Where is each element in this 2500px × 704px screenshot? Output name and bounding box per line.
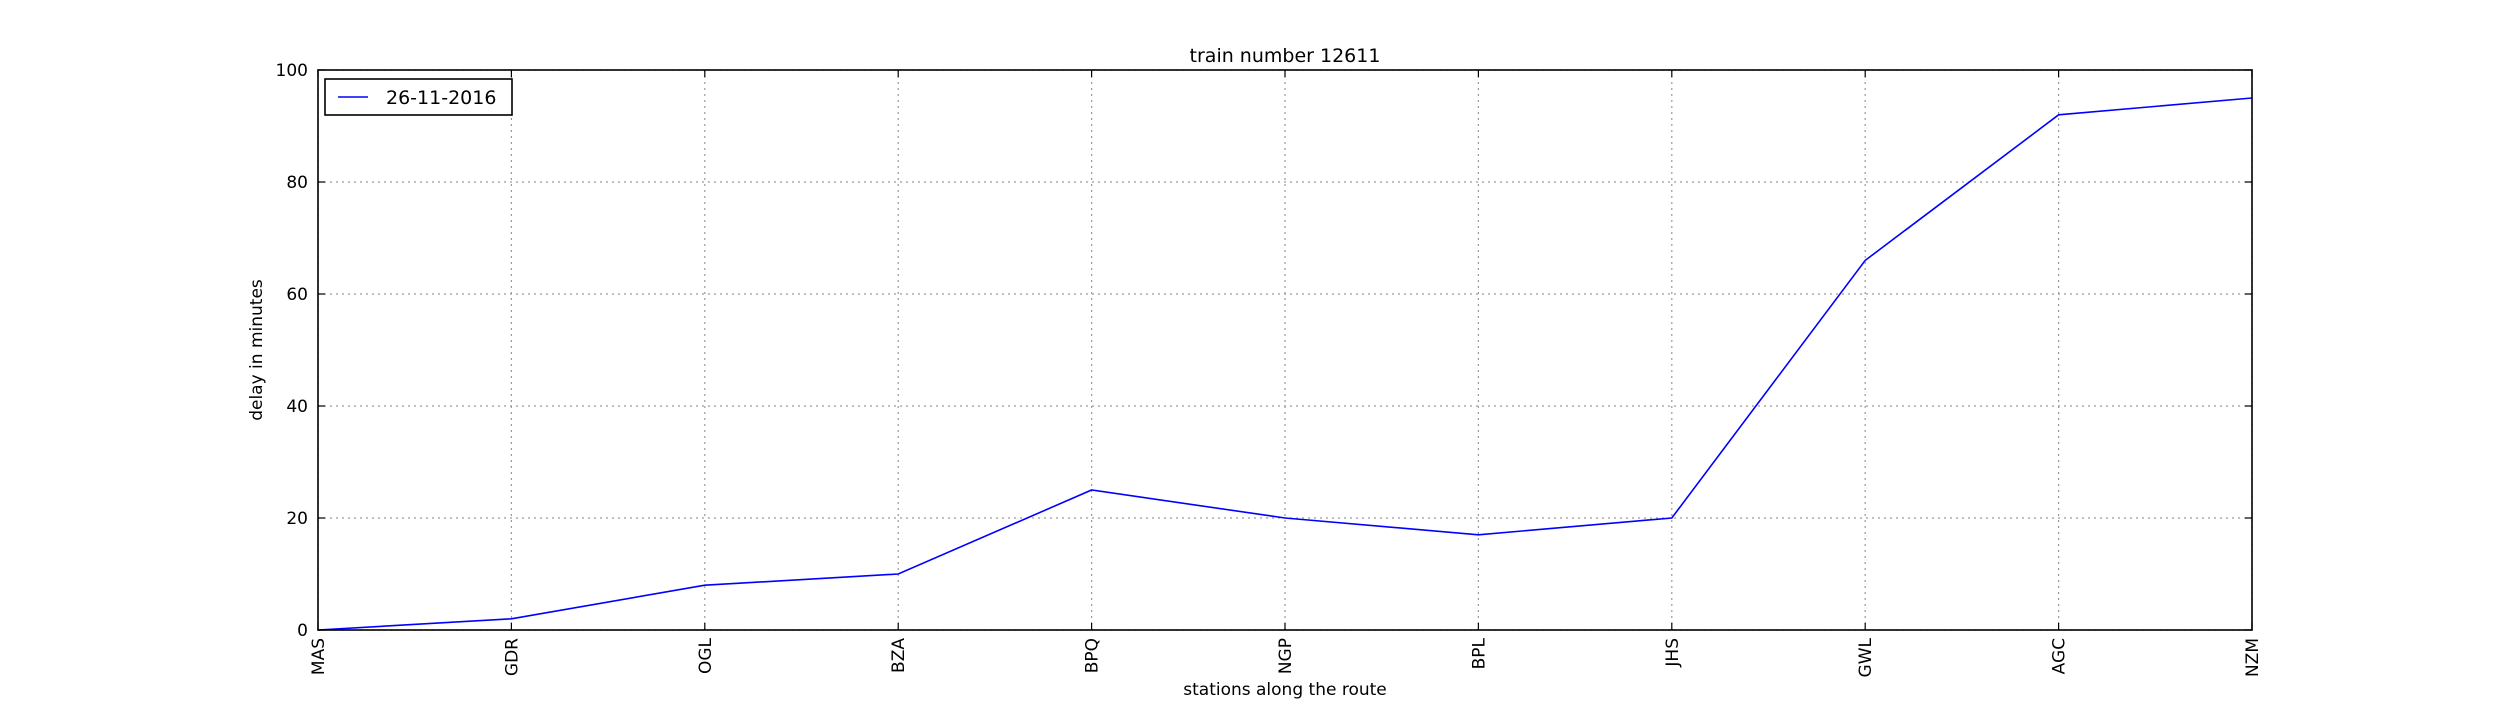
x-tick-label: OGL <box>696 637 716 674</box>
y-tick-label: 60 <box>286 285 308 305</box>
x-tick-label: MAS <box>309 638 329 675</box>
tick-layer: MAS GDR OGL BZA BPQ NGP BPL JHS GWL AGC NZM 0 20 40 60… <box>276 61 2263 677</box>
legend-series-label: 26-11-2016 <box>386 87 496 109</box>
chart-title: train number 12611 <box>1190 45 1381 67</box>
y-tick-label: 40 <box>286 397 308 417</box>
y-tick-label: 100 <box>276 61 308 81</box>
x-tick-label: NZM <box>2243 638 2263 677</box>
x-tick-label: GDR <box>502 638 522 676</box>
x-tick-label: AGC <box>2050 638 2070 674</box>
x-tick-label: BZA <box>889 638 909 673</box>
grid-layer <box>317 69 2253 631</box>
y-tick-label: 20 <box>286 509 308 529</box>
x-tick-label: JHS <box>1663 638 1683 668</box>
x-tick-label: GWL <box>1856 637 1876 677</box>
series-layer <box>317 97 2253 631</box>
x-tick-label: BPQ <box>1083 638 1103 673</box>
x-tick-label: NGP <box>1276 638 1296 674</box>
legend: 26-11-2016 <box>324 78 513 116</box>
x-axis-label: stations along the route <box>1183 680 1387 700</box>
x-tick-label: BPL <box>1469 637 1489 669</box>
y-tick-label: 0 <box>297 621 308 641</box>
series-line <box>317 97 2253 631</box>
y-axis-label: delay in minutes <box>247 279 267 421</box>
y-tick-label: 80 <box>286 173 308 193</box>
